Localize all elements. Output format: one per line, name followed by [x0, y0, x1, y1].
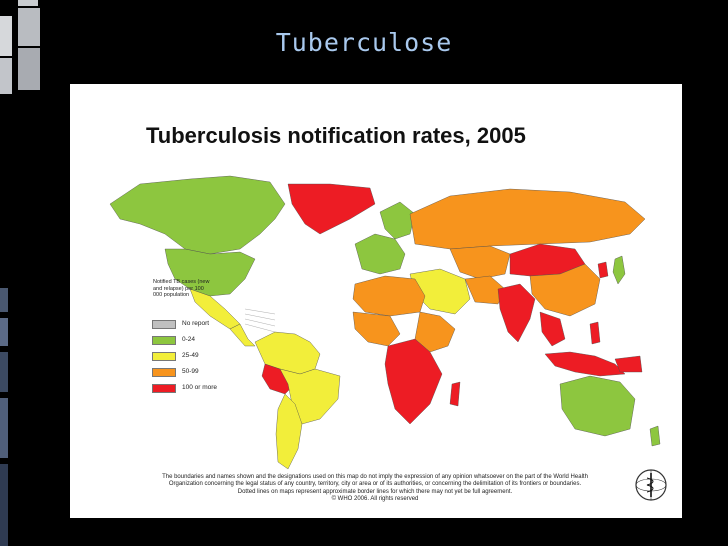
- legend-swatch: [152, 352, 176, 361]
- footnote-line: The boundaries and names shown and the d…: [162, 474, 588, 480]
- world-map: [109, 175, 661, 470]
- region-papua-new-guinea: [614, 355, 643, 373]
- decorative-side-bars: [0, 288, 10, 546]
- legend-swatch: [152, 384, 176, 393]
- footnote-line: Dotted lines on maps represent approxima…: [237, 488, 513, 495]
- region-southeast-asia: [539, 311, 566, 347]
- map-title: Tuberculosis notification rates, 2005: [146, 123, 526, 148]
- decorative-corner-bars: [0, 0, 40, 110]
- region-southern-cone: [275, 393, 303, 470]
- region-scandinavia: [379, 201, 416, 240]
- map-footnote: The boundaries and names shown and the d…: [130, 474, 620, 504]
- legend-caption: Notified TB cases (new and relapse) per …: [153, 279, 210, 298]
- legend-label: 25-49: [182, 352, 199, 359]
- region-usa: [164, 248, 256, 297]
- region-china: [529, 263, 601, 317]
- region-korea: [597, 261, 609, 279]
- legend-swatch: [152, 320, 176, 329]
- region-australia: [559, 375, 636, 437]
- region-west-africa: [352, 311, 401, 347]
- legend-label: 0-24: [182, 336, 196, 343]
- region-new-zealand: [649, 425, 661, 447]
- legend-label: No report: [182, 320, 210, 327]
- slide-title: Tuberculose: [275, 28, 453, 57]
- region-western-europe: [354, 233, 406, 275]
- footnote-line: Organization concerning the legal status…: [168, 481, 582, 488]
- region-greenland: [287, 183, 376, 235]
- legend-swatch: [152, 368, 176, 377]
- legend-label: 50-99: [182, 368, 199, 375]
- footnote-line: © WHO 2006. All rights reserved: [331, 496, 419, 503]
- legend-swatch: [152, 336, 176, 345]
- region-philippines: [589, 321, 601, 345]
- region-japan: [612, 255, 626, 285]
- region-madagascar: [449, 381, 461, 407]
- who-emblem-icon: [635, 469, 667, 501]
- region-russia: [409, 188, 646, 250]
- region-indonesia: [544, 351, 626, 377]
- legend-label: 100 or more: [182, 384, 218, 391]
- region-canada-alaska: [109, 175, 286, 255]
- region-central-southern-africa: [384, 338, 443, 425]
- region-india: [497, 283, 536, 343]
- caribbean-callout-lines: [244, 308, 276, 333]
- region-north-africa: [352, 275, 426, 317]
- region-central-asia: [449, 245, 511, 280]
- map-panel: Tuberculosis notification rates, 2005: [70, 84, 682, 518]
- region-brazil: [279, 368, 341, 425]
- region-central-america: [229, 323, 256, 347]
